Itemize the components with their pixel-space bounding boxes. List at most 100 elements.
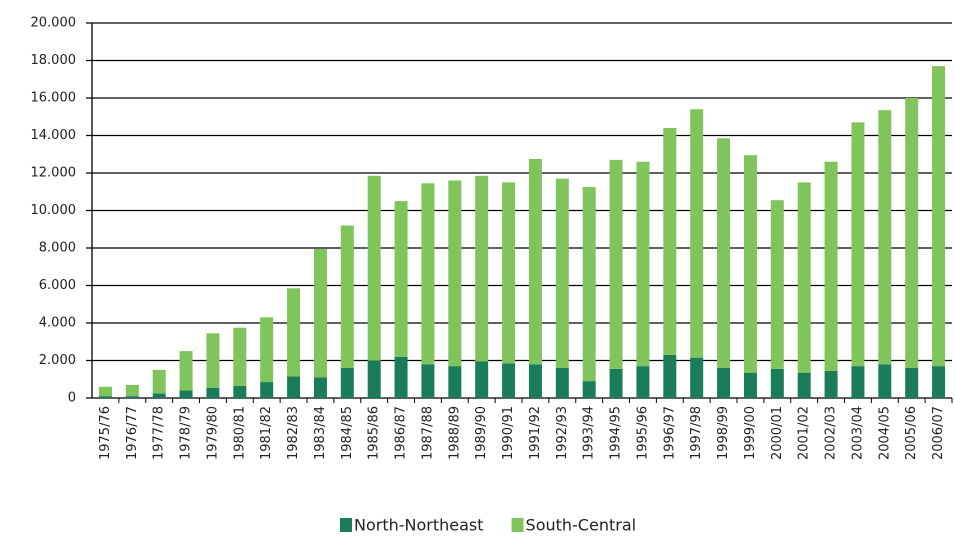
bar-segment <box>233 385 247 398</box>
y-tick-label: 6.000 <box>39 278 76 293</box>
x-tick-label: 1992/93 <box>555 406 570 460</box>
bar-segment <box>475 175 489 362</box>
x-tick-label: 1999/00 <box>743 406 758 460</box>
x-tick-label: 1975/76 <box>98 406 113 460</box>
y-tick-label: 4.000 <box>39 316 76 331</box>
bar-segment <box>98 396 112 398</box>
bar-segment <box>502 363 516 398</box>
bar-segment <box>152 369 166 394</box>
bar-segment <box>260 317 274 383</box>
bar-segment <box>367 360 381 398</box>
bar-segment <box>609 159 623 369</box>
bar-segment <box>636 161 650 367</box>
bar-segment <box>797 182 811 373</box>
bar-segment <box>340 368 354 398</box>
bar-segment <box>717 138 731 368</box>
x-tick-label: 1976/77 <box>125 406 140 460</box>
bar-segment <box>421 183 435 365</box>
x-tick-label: 2003/04 <box>850 406 865 460</box>
bar-segment <box>179 390 193 398</box>
bar-segment <box>717 368 731 398</box>
bar-segment <box>206 387 220 398</box>
x-tick-label: 1998/99 <box>716 406 731 460</box>
legend-swatch <box>340 518 352 532</box>
bar-segment <box>609 368 623 398</box>
bar-segment <box>690 109 704 358</box>
bar-segment <box>287 288 301 377</box>
x-tick-label: 2006/07 <box>931 406 946 460</box>
y-tick-label: 20.000 <box>31 16 77 31</box>
x-tick-label: 1981/82 <box>259 406 274 460</box>
bar-segment <box>394 201 408 357</box>
bar-segment <box>475 361 489 398</box>
bar-segment <box>152 393 166 398</box>
bar-segment <box>367 175 381 361</box>
bar-segment <box>233 327 247 386</box>
x-tick-label: 1988/89 <box>447 406 462 460</box>
bar-segment <box>690 357 704 398</box>
bar-segment <box>663 354 677 398</box>
bar-segment <box>743 372 757 398</box>
x-tick-label: 1990/91 <box>501 406 516 460</box>
bar-segment <box>743 155 757 373</box>
bar-segment <box>878 110 892 365</box>
y-tick-label: 16.000 <box>31 91 77 106</box>
bar-segment <box>125 384 139 397</box>
bar-segment <box>313 377 327 398</box>
x-tick-label: 1993/94 <box>582 406 597 460</box>
bar-segment <box>797 372 811 398</box>
bar-segment <box>851 366 865 398</box>
y-tick-label: 10.000 <box>31 203 77 218</box>
x-tick-label: 2002/03 <box>824 406 839 460</box>
bar-segment <box>260 382 274 398</box>
bar-segment <box>179 351 193 391</box>
y-tick-label: 8.000 <box>39 241 76 256</box>
x-tick-label: 1979/80 <box>205 406 220 460</box>
bar-segment <box>555 368 569 398</box>
bar-segment <box>98 386 112 397</box>
bar-segment <box>905 98 919 368</box>
x-tick-label: 1987/88 <box>420 406 435 460</box>
bar-segment <box>824 370 838 398</box>
legend-label: North-Northeast <box>354 516 484 535</box>
bar-segment <box>663 128 677 355</box>
x-tick-label: 2001/02 <box>797 406 812 460</box>
x-tick-label: 1995/96 <box>635 406 650 460</box>
legend: North-Northeast South-Central <box>340 516 636 535</box>
y-tick-label: 0 <box>68 391 76 406</box>
x-tick-label: 1982/83 <box>286 406 301 460</box>
bar-segment <box>582 187 596 382</box>
x-tick-label: 1986/87 <box>394 406 409 460</box>
bar-segment <box>448 180 462 367</box>
bar-segment <box>636 366 650 398</box>
bar-segment <box>770 200 784 369</box>
x-tick-label: 1977/78 <box>152 406 167 460</box>
y-tick-label: 14.000 <box>31 128 77 143</box>
x-tick-label: 2004/05 <box>877 406 892 460</box>
x-tick-label: 1985/86 <box>367 406 382 460</box>
bar-segment <box>851 122 865 367</box>
bar-segment <box>932 366 946 398</box>
x-tick-label: 1983/84 <box>313 406 328 460</box>
bar-segment <box>502 182 516 364</box>
bar-segment <box>206 333 220 388</box>
x-tick-label: 1980/81 <box>232 406 247 460</box>
bar-segment <box>340 225 354 368</box>
x-tick-label: 1991/92 <box>528 406 543 460</box>
x-tick-label: 1989/90 <box>474 406 489 460</box>
bar-segment <box>770 368 784 398</box>
bar-segment <box>878 364 892 398</box>
bar-segment <box>394 356 408 398</box>
x-tick-label: 1994/95 <box>609 406 624 460</box>
bar-segment <box>824 161 838 371</box>
bar-segment <box>125 396 139 398</box>
x-tick-label: 1978/79 <box>179 406 194 460</box>
bar-segment <box>932 66 946 367</box>
bar-segment <box>905 368 919 398</box>
bar-segment <box>528 364 542 398</box>
y-tick-label: 12.000 <box>31 166 77 181</box>
y-tick-label: 18.000 <box>31 53 77 68</box>
x-tick-label: 2005/06 <box>904 406 919 460</box>
x-tick-label: 2000/01 <box>770 406 785 460</box>
